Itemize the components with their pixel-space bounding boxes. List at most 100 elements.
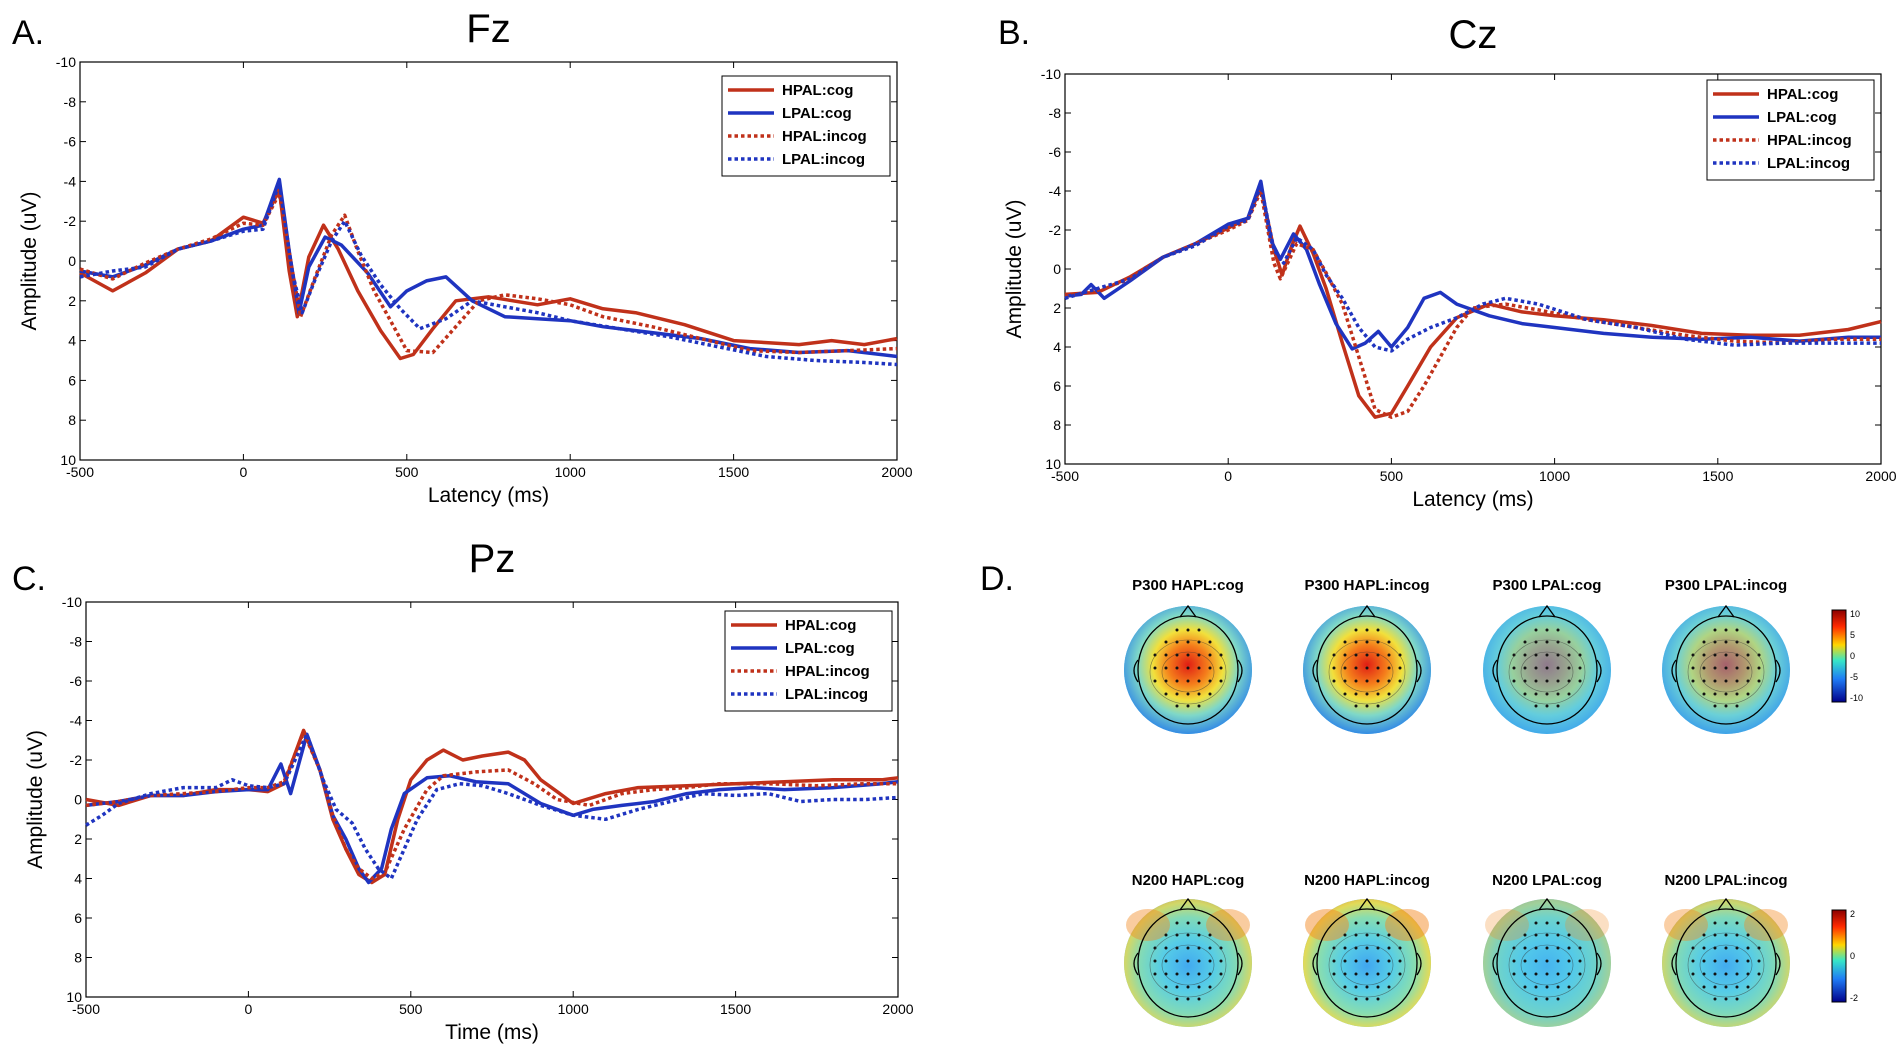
series-line-lpal-incog	[85, 732, 899, 881]
contour-line	[1520, 944, 1574, 986]
ear-outline	[1671, 952, 1677, 976]
contour-line	[1149, 639, 1227, 705]
ear-outline	[1671, 659, 1677, 683]
legend-label: LPAL:incog	[1767, 155, 1850, 172]
legend-label: LPAL:cog	[782, 105, 852, 122]
electrode-dot	[1219, 959, 1223, 963]
y-tick-label: -10	[56, 54, 76, 70]
topomap-title: P300 LPAL:cog	[1493, 577, 1602, 594]
topomap-title: P300 HAPL:cog	[1132, 577, 1244, 594]
colorbar-tick-label: 0	[1850, 951, 1855, 961]
electrode-dot	[1567, 959, 1571, 963]
y-axis-label: Amplitude (uV)	[18, 192, 41, 331]
electrode-dot	[1175, 985, 1179, 989]
electrode-dot	[1512, 679, 1516, 683]
electrode-dot	[1343, 640, 1347, 644]
ear-outline	[1133, 659, 1139, 683]
electrode-dot	[1186, 666, 1190, 670]
topomap-hotspot	[1664, 909, 1708, 941]
electrode-dot	[1713, 666, 1717, 670]
electrode-dot	[1186, 946, 1190, 950]
electrode-dot	[1208, 946, 1212, 950]
x-axis-label: Latency (ms)	[428, 484, 549, 507]
contour-line	[1687, 932, 1765, 998]
electrode-dot	[1534, 704, 1538, 708]
nose-outline	[1358, 604, 1376, 618]
electrode-dot	[1545, 959, 1549, 963]
electrode-dot	[1724, 921, 1728, 925]
electrode-dot	[1724, 959, 1728, 963]
electrode-dot	[1757, 666, 1761, 670]
x-tick-label: -500	[72, 1001, 100, 1017]
legend-label: LPAL:cog	[1767, 109, 1837, 126]
series-line-lpal-cog	[85, 732, 899, 885]
electrode-dot	[1365, 640, 1369, 644]
electrode-dot	[1197, 692, 1201, 696]
electrode-dot	[1186, 653, 1190, 657]
electrode-dot	[1153, 946, 1157, 950]
electrode-dot	[1332, 959, 1336, 963]
topomap-hotspot	[1565, 909, 1609, 941]
panel-letter-d: D.	[980, 560, 1014, 598]
topomap-field	[1662, 899, 1790, 1027]
electrode-dot	[1746, 692, 1750, 696]
electrode-dot	[1735, 959, 1739, 963]
electrode-dot	[1534, 997, 1538, 1001]
x-axis-label: Time (ms)	[445, 1021, 539, 1044]
ear-outline	[1492, 659, 1498, 683]
electrode-dot	[1746, 666, 1750, 670]
electrode-dot	[1354, 628, 1358, 632]
electrode-dot	[1365, 679, 1369, 683]
electrode-dot	[1556, 679, 1560, 683]
electrode-dot	[1376, 997, 1380, 1001]
contour-line	[1508, 639, 1586, 705]
x-tick-label: 1000	[558, 1001, 589, 1017]
electrode-dot	[1354, 666, 1358, 670]
electrode-dot	[1186, 640, 1190, 644]
electrode-dot	[1197, 921, 1201, 925]
electrode-dot	[1376, 959, 1380, 963]
electrode-dot	[1691, 679, 1695, 683]
y-tick-label: 4	[1053, 339, 1061, 355]
electrode-dot	[1164, 946, 1168, 950]
colorbar-tick-label: 2	[1850, 909, 1855, 919]
electrode-dot	[1523, 959, 1527, 963]
electrode-dot	[1702, 653, 1706, 657]
electrode-dot	[1332, 679, 1336, 683]
electrode-dot	[1197, 985, 1201, 989]
electrode-dot	[1713, 959, 1717, 963]
colorbar-1: 10 5 0 -5 -10	[1831, 609, 1863, 703]
topomap-title: P300 LPAL:incog	[1665, 577, 1787, 594]
electrode-dot	[1153, 972, 1157, 976]
electrode-dot	[1757, 653, 1761, 657]
contour-line	[1328, 639, 1406, 705]
electrode-dot	[1175, 704, 1179, 708]
y-tick-label: 0	[74, 792, 82, 808]
electrode-dot	[1164, 640, 1168, 644]
electrode-dot	[1691, 972, 1695, 976]
nose-outline	[1538, 897, 1556, 911]
electrode-dot	[1164, 666, 1168, 670]
electrode-dot	[1398, 946, 1402, 950]
electrode-dot	[1343, 653, 1347, 657]
electrode-dot	[1365, 946, 1369, 950]
electrode-dot	[1556, 985, 1560, 989]
electrode-dot	[1208, 666, 1212, 670]
electrode-dot	[1398, 959, 1402, 963]
series-line-hpal-incog	[85, 730, 898, 881]
nose-outline	[1358, 897, 1376, 911]
electrode-dot	[1512, 946, 1516, 950]
contour-line	[1161, 944, 1215, 986]
electrode-dot	[1365, 704, 1369, 708]
electrode-dot	[1534, 666, 1538, 670]
contour-line	[1520, 651, 1574, 693]
series-line-hpal-incog	[1064, 189, 1881, 419]
electrode-dot	[1153, 653, 1157, 657]
x-tick-label: 500	[1380, 468, 1404, 484]
electrode-dot	[1545, 692, 1549, 696]
electrode-dot	[1219, 679, 1223, 683]
colorbar-tick-label: 10	[1850, 609, 1860, 619]
electrode-dot	[1365, 921, 1369, 925]
electrode-dot	[1197, 704, 1201, 708]
